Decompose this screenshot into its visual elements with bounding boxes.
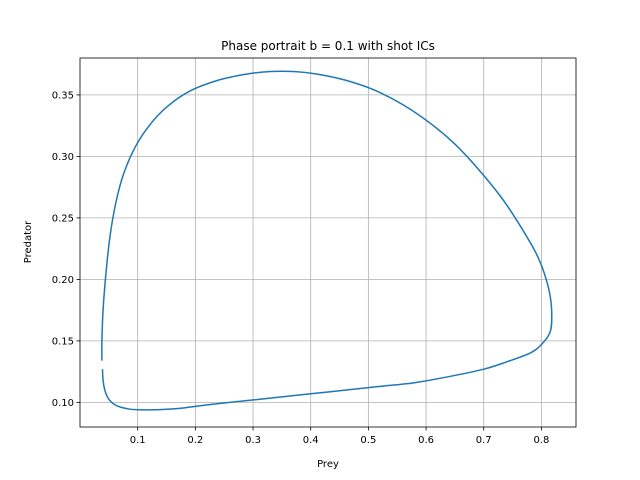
y-tick-label: 0.20 — [52, 275, 74, 286]
y-axis-label: Predator — [23, 220, 34, 263]
x-axis-label: Prey — [317, 459, 339, 470]
y-tick-label: 0.15 — [52, 336, 74, 347]
y-tick-label: 0.35 — [52, 90, 74, 101]
plot-frame — [79, 57, 577, 428]
y-tick-label: 0.10 — [52, 398, 74, 409]
x-tick-label: 0.5 — [360, 435, 376, 446]
chart-title: Phase portrait b = 0.1 with shot ICs — [221, 39, 435, 53]
y-tick-label: 0.25 — [52, 213, 74, 224]
x-tick-label: 0.4 — [303, 435, 319, 446]
x-tick-label: 0.8 — [533, 435, 549, 446]
axis-ticks: 0.1 0.2 0.3 0.4 0.5 0.6 0.7 0.8 0.10 0.15 0.20 0.25… — [52, 90, 550, 446]
data-series — [101, 70, 553, 411]
x-tick-label: 0.2 — [187, 435, 203, 446]
x-tick-label: 0.3 — [245, 435, 261, 446]
x-tick-label: 0.7 — [476, 435, 492, 446]
y-tick-label: 0.30 — [52, 152, 74, 163]
x-tick-label: 0.6 — [418, 435, 434, 446]
trajectory-line — [101, 70, 553, 411]
x-tick-label: 0.1 — [130, 435, 146, 446]
